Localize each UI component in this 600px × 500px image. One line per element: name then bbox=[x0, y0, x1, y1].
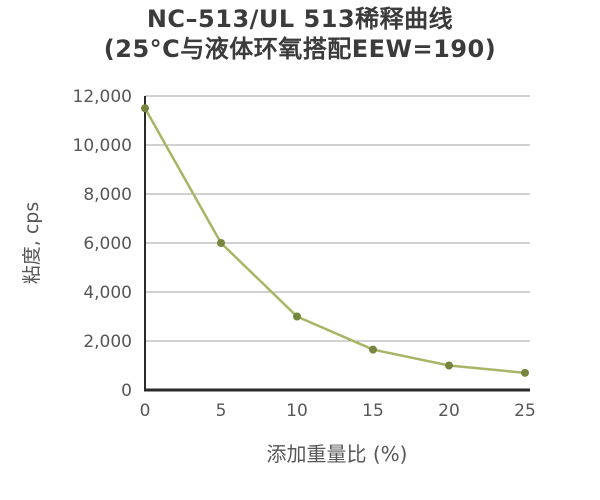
y-axis-label: 粘度, cps bbox=[21, 202, 43, 285]
y-tick-label: 6,000 bbox=[83, 234, 132, 254]
x-tick-labels: 0 5 10 15 20 25 bbox=[140, 401, 536, 421]
x-tick-label: 20 bbox=[438, 401, 460, 421]
x-tick-label: 5 bbox=[216, 401, 227, 421]
y-tick-labels: 0 2,000 4,000 6,000 8,000 10,000 12,000 bbox=[73, 87, 132, 401]
y-tick-label: 0 bbox=[121, 381, 132, 401]
data-point-marker bbox=[369, 345, 377, 354]
chart-title: NC–513/UL 513稀释曲线 (25°C与液体环氧搭配EEW=190) bbox=[0, 4, 600, 64]
axes bbox=[144, 96, 530, 392]
y-tick-label: 2,000 bbox=[83, 332, 132, 352]
chart-title-line1: NC–513/UL 513稀释曲线 bbox=[146, 5, 454, 33]
data-point-marker bbox=[141, 104, 149, 113]
x-tick-label: 0 bbox=[140, 401, 151, 421]
x-tick-label: 15 bbox=[362, 401, 384, 421]
x-tick-label: 10 bbox=[286, 401, 308, 421]
y-tick-label: 12,000 bbox=[73, 87, 132, 107]
series-line bbox=[143, 107, 527, 375]
x-axis-label: 添加重量比 (%) bbox=[267, 442, 408, 466]
data-point-marker bbox=[293, 312, 301, 321]
gridlines bbox=[145, 95, 530, 342]
data-point-marker bbox=[217, 239, 225, 247]
data-point-marker bbox=[521, 368, 529, 377]
y-tick-label: 8,000 bbox=[83, 185, 132, 205]
data-series bbox=[141, 104, 529, 377]
data-point-marker bbox=[445, 361, 453, 370]
y-tick-label: 4,000 bbox=[83, 283, 132, 303]
chart-title-line2: (25°C与液体环氧搭配EEW=190) bbox=[103, 35, 497, 63]
x-tick-label: 25 bbox=[514, 401, 536, 421]
y-tick-label: 10,000 bbox=[73, 136, 132, 156]
